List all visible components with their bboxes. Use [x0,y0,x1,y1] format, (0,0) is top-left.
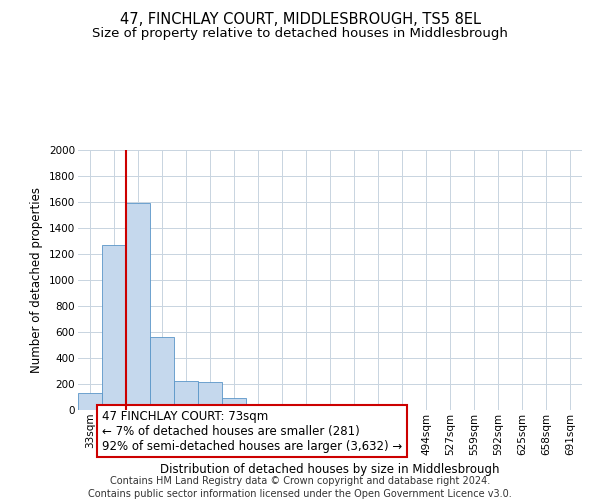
Text: 47, FINCHLAY COURT, MIDDLESBROUGH, TS5 8EL: 47, FINCHLAY COURT, MIDDLESBROUGH, TS5 8… [119,12,481,28]
Bar [102,245,126,410]
Bar [198,382,222,410]
Text: Size of property relative to detached houses in Middlesbrough: Size of property relative to detached ho… [92,28,508,40]
Y-axis label: Number of detached properties: Number of detached properties [31,187,43,373]
Bar [126,204,150,410]
Bar [318,408,342,410]
Bar [246,404,270,410]
Bar [174,382,198,410]
Bar [150,336,174,410]
Text: Contains HM Land Registry data © Crown copyright and database right 2024.: Contains HM Land Registry data © Crown c… [110,476,490,486]
Text: 47 FINCHLAY COURT: 73sqm
← 7% of detached houses are smaller (281)
92% of semi-d: 47 FINCHLAY COURT: 73sqm ← 7% of detache… [102,410,402,453]
Bar [270,406,294,410]
X-axis label: Distribution of detached houses by size in Middlesbrough: Distribution of detached houses by size … [160,463,500,476]
Bar [222,398,246,410]
Bar [294,408,318,410]
Text: Contains public sector information licensed under the Open Government Licence v3: Contains public sector information licen… [88,489,512,499]
Bar [78,393,102,410]
